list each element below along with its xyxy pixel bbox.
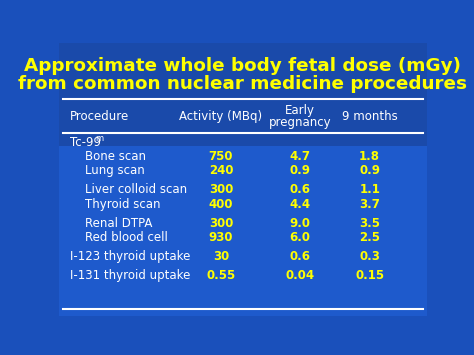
Text: 240: 240 (209, 164, 233, 177)
Text: 6.0: 6.0 (289, 231, 310, 244)
Text: 3.7: 3.7 (359, 198, 380, 211)
Text: Activity (MBq): Activity (MBq) (179, 110, 263, 124)
Text: pregnancy: pregnancy (269, 116, 331, 130)
Text: Tc-99: Tc-99 (70, 136, 101, 149)
Text: 300: 300 (209, 184, 233, 196)
Bar (59, 43, 427, 147)
Text: Thyroid scan: Thyroid scan (85, 198, 161, 211)
Text: I-131 thyroid uptake: I-131 thyroid uptake (70, 269, 191, 282)
Text: 4.7: 4.7 (289, 150, 310, 163)
Text: 300: 300 (209, 217, 233, 230)
Text: 0.55: 0.55 (206, 269, 236, 282)
Text: Approximate whole body fetal dose (mGy): Approximate whole body fetal dose (mGy) (25, 57, 461, 75)
Bar (59, 147, 427, 316)
Text: 2.5: 2.5 (359, 231, 380, 244)
Text: 400: 400 (209, 198, 233, 211)
Text: Liver colloid scan: Liver colloid scan (85, 184, 187, 196)
Text: Bone scan: Bone scan (85, 150, 146, 163)
Text: I-123 thyroid uptake: I-123 thyroid uptake (70, 250, 191, 263)
Text: m: m (95, 134, 103, 143)
Text: 0.3: 0.3 (359, 250, 380, 263)
Text: 0.9: 0.9 (289, 164, 310, 177)
Text: Early: Early (285, 104, 315, 118)
Text: 1.1: 1.1 (359, 184, 380, 196)
Text: 930: 930 (209, 231, 233, 244)
Text: 4.4: 4.4 (289, 198, 310, 211)
Text: from common nuclear medicine procedures: from common nuclear medicine procedures (18, 75, 467, 93)
Text: Procedure: Procedure (70, 110, 129, 124)
Text: 0.04: 0.04 (285, 269, 314, 282)
Text: Renal DTPA: Renal DTPA (85, 217, 152, 230)
Text: 3.5: 3.5 (359, 217, 380, 230)
Text: Red blood cell: Red blood cell (85, 231, 168, 244)
Text: 9 months: 9 months (342, 110, 398, 124)
Text: 30: 30 (213, 250, 229, 263)
Text: 0.15: 0.15 (355, 269, 384, 282)
Text: 9.0: 9.0 (289, 217, 310, 230)
Text: Lung scan: Lung scan (85, 164, 145, 177)
Text: 750: 750 (209, 150, 233, 163)
Text: 0.6: 0.6 (289, 250, 310, 263)
Text: 1.8: 1.8 (359, 150, 380, 163)
Text: 0.9: 0.9 (359, 164, 380, 177)
Text: 0.6: 0.6 (289, 184, 310, 196)
